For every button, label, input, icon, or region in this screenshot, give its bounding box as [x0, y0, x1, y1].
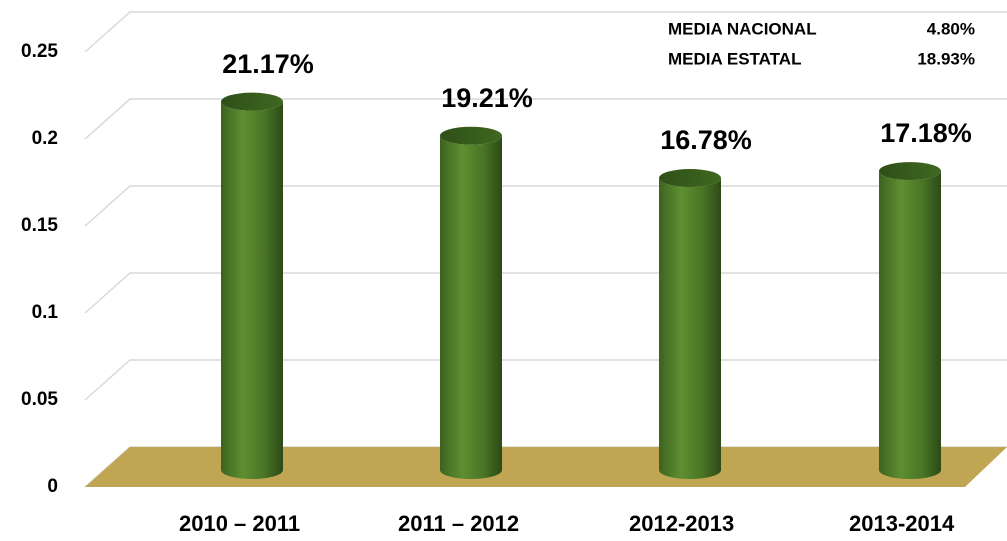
grid-line — [84, 11, 1007, 53]
bar-top — [440, 126, 502, 145]
y-tick-label: 0.25 — [21, 41, 58, 62]
x-tick-label: 2010 – 2011 — [179, 511, 300, 536]
x-tick-label: 2013-2014 — [849, 511, 955, 536]
y-tick-label: 0.15 — [21, 215, 58, 236]
y-tick-label: 0.1 — [32, 302, 59, 323]
annotation-value: 4.80% — [927, 19, 975, 38]
bar — [659, 178, 721, 479]
x-tick-label: 2011 – 2012 — [398, 511, 519, 536]
bar — [440, 135, 502, 479]
value-label: 16.78% — [660, 125, 752, 155]
annotation-value: 18.93% — [917, 49, 975, 68]
annotation-label: MEDIA NACIONAL — [668, 19, 817, 38]
annotation-label: MEDIA ESTATAL — [668, 49, 801, 68]
grid-line — [84, 98, 1007, 140]
value-label: 19.21% — [441, 83, 533, 113]
bar-top — [879, 162, 941, 181]
bar — [221, 101, 283, 479]
y-tick-label: 0.2 — [32, 128, 58, 149]
y-tick-label: 0.05 — [21, 389, 58, 410]
value-label: 21.17% — [222, 49, 314, 79]
floor — [85, 447, 1007, 487]
y-tick-label: 0 — [47, 476, 58, 497]
bar — [879, 171, 941, 479]
x-tick-label: 2012-2013 — [629, 511, 734, 536]
bar-top — [221, 92, 283, 111]
value-label: 17.18% — [880, 118, 972, 148]
bar-top — [659, 169, 721, 188]
